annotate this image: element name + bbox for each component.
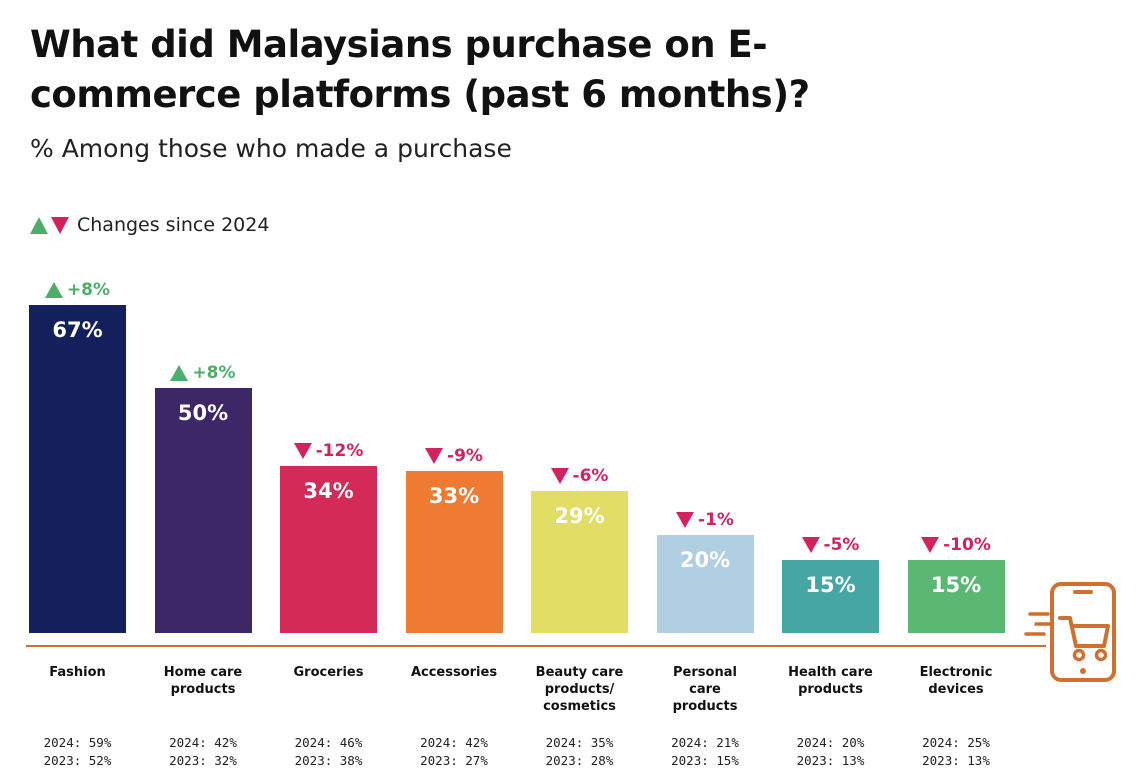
bar-electronic-devices xyxy=(907,559,1005,633)
change-label-personal-care-products: -1% xyxy=(645,510,765,530)
history-2024-fashion: 2024: 59% xyxy=(43,735,112,750)
category-label-health-care-products: Health care products xyxy=(788,665,873,697)
chart-title: What did Malaysians purchase on E-commer… xyxy=(30,23,810,116)
bar-groceries xyxy=(280,466,377,633)
bar-value-home-care-products: 50% xyxy=(177,401,229,425)
history-2023-personal-care-products: 2023: 15% xyxy=(671,753,739,768)
category-label-fashion: Fashion xyxy=(49,665,106,680)
bar-value-fashion: 67% xyxy=(52,317,103,342)
bar-personal-care-products xyxy=(656,535,754,633)
history-2023-accessories: 2023: 27% xyxy=(420,753,488,768)
change-label-accessories: -9% xyxy=(394,446,514,466)
history-2024-accessories: 2024: 42% xyxy=(420,735,488,750)
bar-value-electronic-devices: 15% xyxy=(930,572,982,597)
triangle-down-icon xyxy=(51,216,69,234)
bar-home-care-products xyxy=(154,388,252,633)
history-2024-beauty-care-products-cosmetics: 2024: 35% xyxy=(545,735,614,750)
x-axis-baseline xyxy=(26,645,1046,647)
change-label-groceries: -12% xyxy=(269,441,389,461)
bar-fashion xyxy=(29,304,126,633)
triangle-up-icon xyxy=(170,365,189,381)
bar-value-accessories: 33% xyxy=(428,484,480,509)
change-value: -9% xyxy=(447,446,483,467)
change-value: -6% xyxy=(572,465,609,486)
history-2023-electronic-devices: 2023: 13% xyxy=(922,753,990,768)
category-label-accessories: Accessories xyxy=(410,665,498,680)
change-label-electronic-devices: -10% xyxy=(896,535,1016,555)
change-value: -12% xyxy=(315,441,364,462)
triangle-up-icon xyxy=(30,216,48,234)
history-2023-health-care-products: 2023: 13% xyxy=(796,753,865,768)
change-value: -1% xyxy=(698,510,734,530)
history-2023-beauty-care-products-cosmetics: 2023: 28% xyxy=(545,753,614,768)
history-2024-health-care-products: 2024: 20% xyxy=(796,735,865,750)
bar-value-personal-care-products: 20% xyxy=(679,548,731,572)
change-label-health-care-products: -5% xyxy=(771,535,891,555)
category-label-personal-care-products: Personal care products xyxy=(672,665,738,714)
history-2023-groceries: 2023: 38% xyxy=(294,753,363,768)
history-2023-home-care-products: 2023: 32% xyxy=(169,753,237,768)
bar-value-health-care-products: 15% xyxy=(805,572,856,597)
change-value: +8% xyxy=(192,363,236,383)
category-label-beauty-care-products-cosmetics: Beauty care products/ cosmetics xyxy=(535,665,624,714)
triangle-down-icon xyxy=(550,467,569,484)
triangle-down-icon xyxy=(425,448,444,465)
change-legend: Changes since 2024 xyxy=(30,214,269,236)
category-label-groceries: Groceries xyxy=(293,665,364,680)
change-value: +8% xyxy=(66,279,111,300)
bar-value-groceries: 34% xyxy=(303,479,354,504)
change-value: -5% xyxy=(823,534,860,555)
triangle-down-icon xyxy=(921,536,940,553)
bar-beauty-care-products-cosmetics xyxy=(531,490,628,633)
history-2024-personal-care-products: 2024: 21% xyxy=(671,735,739,750)
triangle-up-icon xyxy=(44,281,63,298)
triangle-down-icon xyxy=(293,443,312,460)
change-label-beauty-care-products-cosmetics: -6% xyxy=(520,466,640,486)
history-2024-electronic-devices: 2024: 25% xyxy=(922,735,990,750)
history-2023-fashion: 2023: 52% xyxy=(43,753,112,768)
bar-value-beauty-care-products-cosmetics: 29% xyxy=(554,503,605,528)
bar-accessories xyxy=(405,471,503,633)
change-value: -10% xyxy=(943,534,991,555)
history-2024-home-care-products: 2024: 42% xyxy=(169,735,237,750)
category-label-home-care-products: Home care products xyxy=(163,665,243,697)
bar-health-care-products xyxy=(782,559,879,633)
triangle-down-icon xyxy=(676,512,695,528)
change-label-fashion: +8% xyxy=(18,280,138,300)
phone-shopping-cart-icon xyxy=(1024,582,1116,682)
change-label-home-care-products: +8% xyxy=(143,363,263,383)
chart-subtitle: % Among those who made a purchase xyxy=(30,134,512,163)
category-label-electronic-devices: Electronic devices xyxy=(919,665,993,697)
legend-label: Changes since 2024 xyxy=(77,214,270,236)
history-2024-groceries: 2024: 46% xyxy=(294,735,363,750)
triangle-down-icon xyxy=(801,536,820,553)
